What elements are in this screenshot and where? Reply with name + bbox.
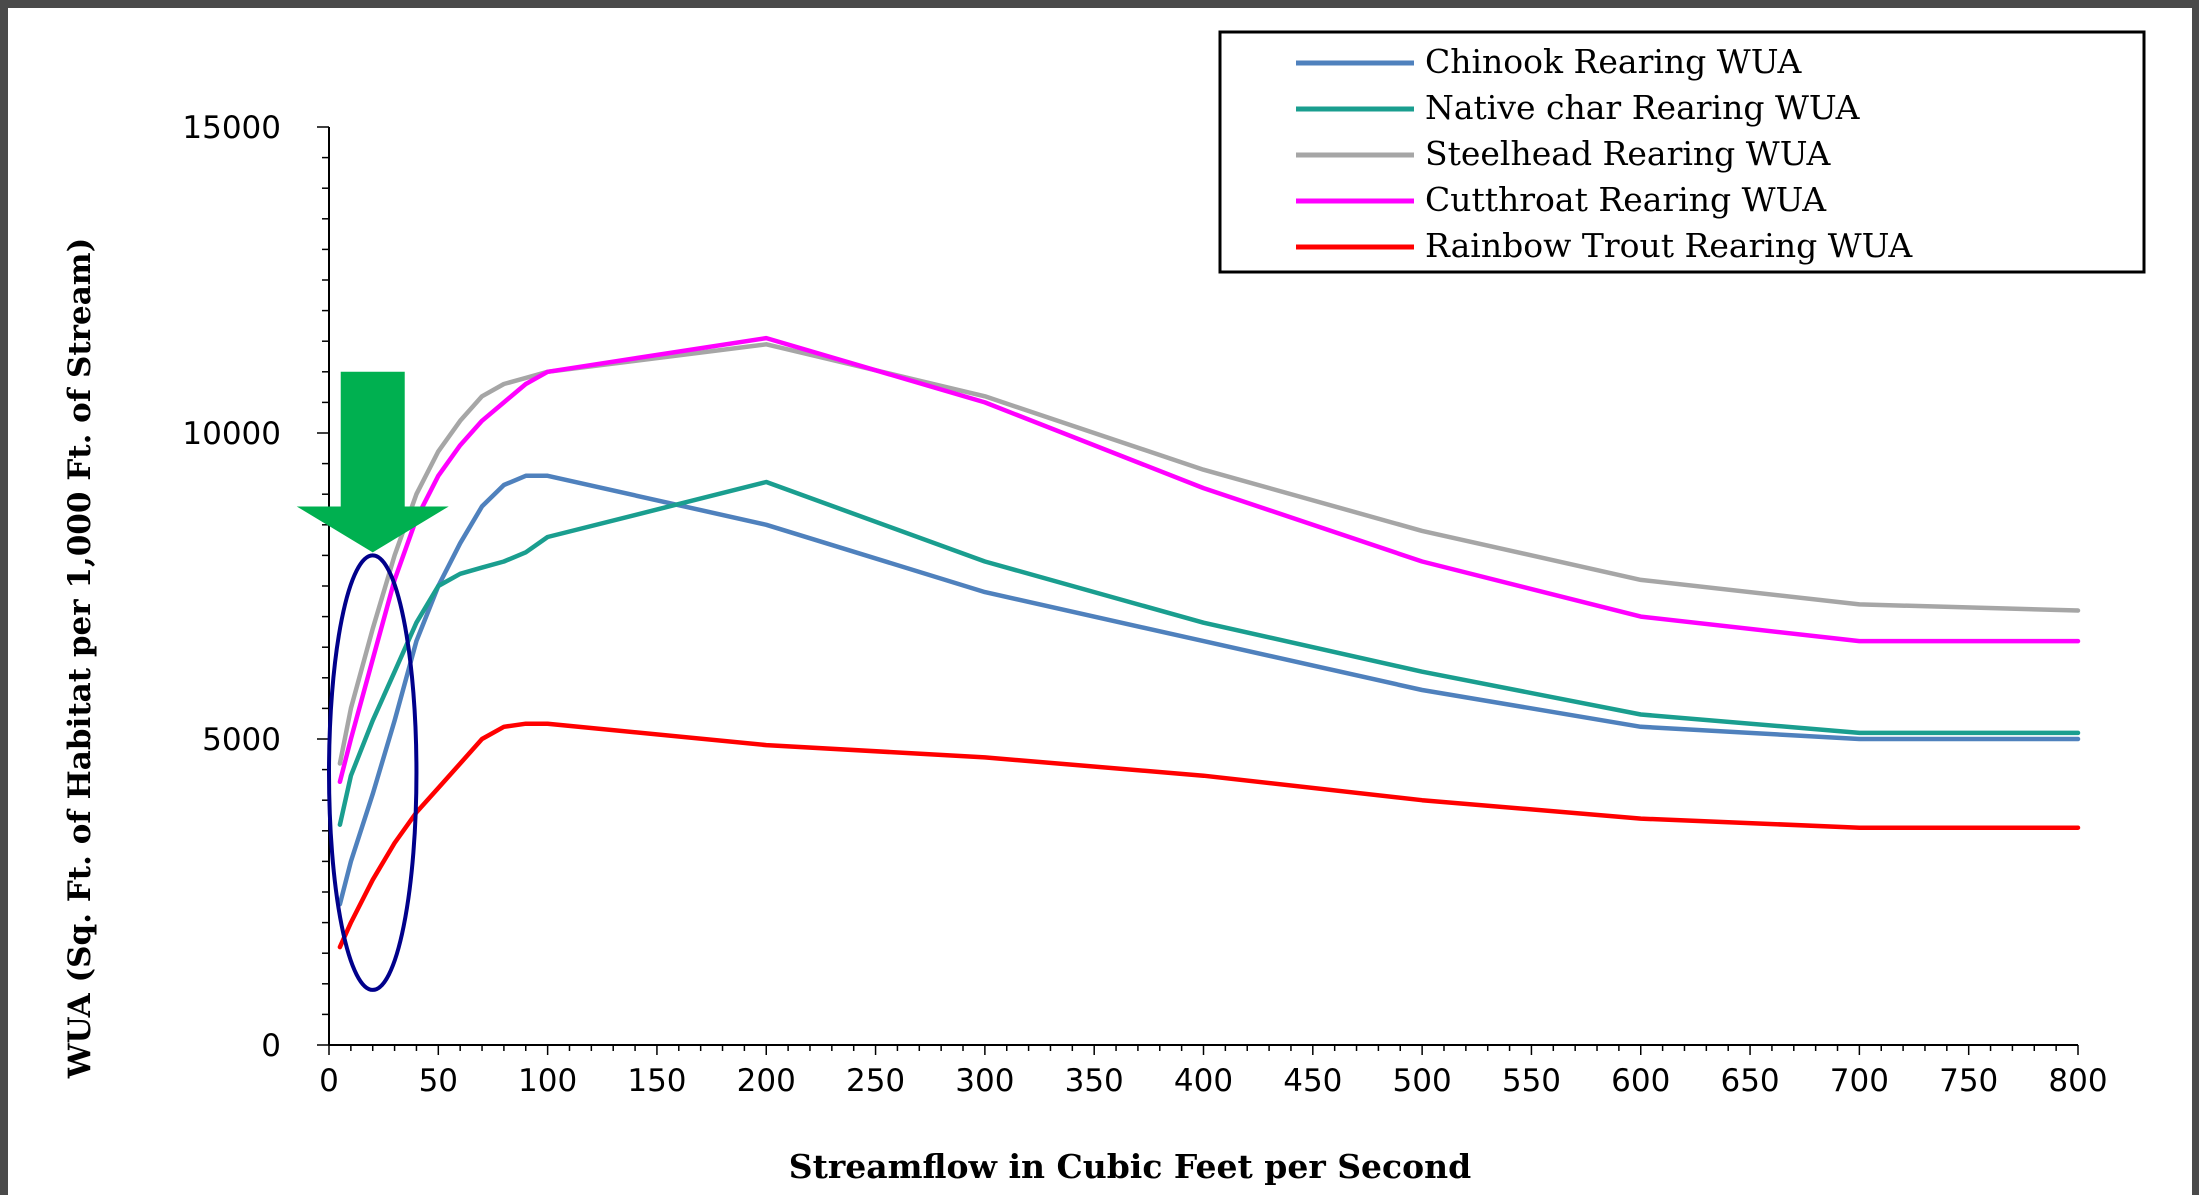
x-tick-label: 650 [1720, 1063, 1779, 1099]
y-tick-label: 10000 [182, 416, 281, 452]
axes: 0 5000 10000 15000 0 50 100 150 200 250 300 350 400 4… [182, 110, 2107, 1099]
legend-label: Cutthroat Rearing WUA [1425, 180, 1827, 219]
x-tick-label: 300 [955, 1063, 1014, 1099]
legend: Chinook Rearing WUA Native char Rearing W… [1218, 30, 2146, 274]
legend-label: Rainbow Trout Rearing WUA [1425, 226, 1913, 265]
ellipse-annotation [327, 553, 419, 992]
x-axis-title: Streamflow in Cubic Feet per Second [789, 1147, 1471, 1186]
x-tick-label: 0 [319, 1063, 339, 1099]
x-tick-label: 350 [1065, 1063, 1124, 1099]
x-tick-label: 550 [1502, 1063, 1561, 1099]
y-tick-label: 5000 [202, 722, 281, 758]
y-axis-title: WUA (Sq. Ft. of Habitat per 1,000 Ft. of… [62, 238, 98, 1080]
legend-box [1218, 30, 2146, 274]
x-tick-label: 800 [2048, 1063, 2107, 1099]
y-tick-label: 0 [261, 1028, 281, 1064]
chart-frame: 0 5000 10000 15000 0 50 100 150 200 250 300 350 400 4… [8, 8, 2192, 1195]
y-tick-label: 15000 [182, 110, 281, 146]
x-tick-label: 750 [1939, 1063, 1998, 1099]
x-tick-label: 50 [419, 1063, 458, 1099]
series-line [337, 479, 2081, 827]
arrow-annotation [296, 371, 449, 553]
x-tick-label: 400 [1174, 1063, 1233, 1099]
chart-canvas: 0 5000 10000 15000 0 50 100 150 200 250 300 350 400 4… [62, 30, 2146, 1186]
series-line [337, 473, 2081, 907]
x-tick-label: 450 [1283, 1063, 1342, 1099]
x-tick-label: 700 [1830, 1063, 1889, 1099]
series-line [337, 342, 2081, 766]
series-lines [337, 335, 2081, 950]
x-tick-label: 100 [518, 1063, 577, 1099]
legend-label: Steelhead Rearing WUA [1425, 134, 1832, 173]
x-tick-label: 600 [1611, 1063, 1670, 1099]
series-line [337, 721, 2081, 950]
x-tick-label: 500 [1393, 1063, 1452, 1099]
x-tick-label: 250 [846, 1063, 905, 1099]
annotations [296, 371, 449, 992]
series-line [337, 335, 2081, 785]
x-tick-label: 150 [627, 1063, 686, 1099]
x-tick-label: 200 [737, 1063, 796, 1099]
legend-label: Chinook Rearing WUA [1425, 42, 1802, 81]
legend-label: Native char Rearing WUA [1425, 88, 1861, 127]
